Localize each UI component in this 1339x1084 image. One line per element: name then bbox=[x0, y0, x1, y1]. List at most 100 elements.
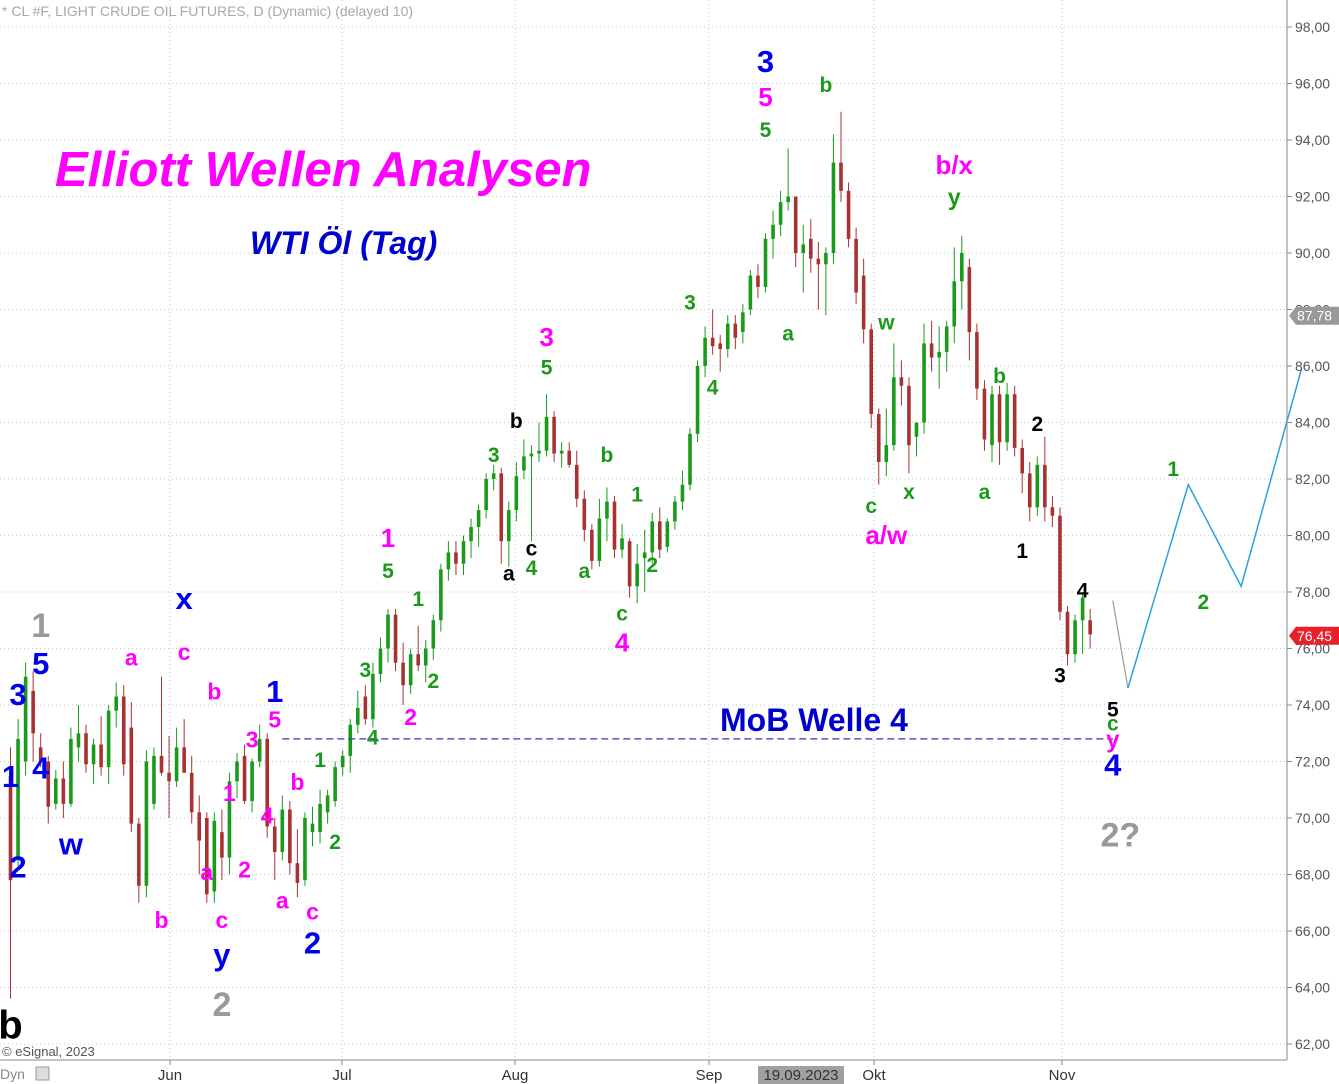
candle-body bbox=[793, 196, 798, 253]
candle-body bbox=[106, 710, 111, 768]
wave-label: 4 bbox=[1104, 748, 1122, 783]
candle-body bbox=[137, 823, 141, 886]
candle-down bbox=[499, 467, 504, 564]
x-month-label: Sep bbox=[696, 1067, 723, 1084]
candle-body bbox=[8, 775, 13, 881]
wave-label: 5 bbox=[758, 82, 772, 112]
candle-body bbox=[914, 422, 919, 437]
x-month-label: Okt bbox=[862, 1067, 886, 1084]
y-tick-label: 80,00 bbox=[1295, 528, 1330, 544]
candle-body bbox=[605, 501, 609, 519]
candle-body bbox=[250, 761, 254, 802]
y-tick-label: 72,00 bbox=[1295, 754, 1330, 770]
last-price-tag-text: 76,45 bbox=[1297, 628, 1332, 644]
last-price-tag-box bbox=[1289, 626, 1339, 645]
prev-price-tag-text: 87,78 bbox=[1297, 308, 1332, 324]
dyn-label: Dyn bbox=[0, 1066, 25, 1082]
wave-label: 3 bbox=[488, 444, 500, 467]
wave-label: 1 bbox=[266, 674, 283, 709]
candle-up bbox=[318, 789, 322, 844]
candle-body bbox=[416, 654, 420, 666]
wave-label: a bbox=[125, 644, 138, 670]
wave-label: a bbox=[979, 481, 991, 504]
wave-label: b bbox=[0, 1003, 23, 1047]
candle-body bbox=[741, 312, 745, 333]
candle-down bbox=[809, 219, 813, 273]
candle-body bbox=[884, 445, 889, 463]
candle-body bbox=[197, 812, 202, 841]
candle-up bbox=[597, 498, 602, 567]
candle-body bbox=[824, 253, 828, 265]
wave-label: 1 bbox=[631, 484, 643, 507]
candle-body bbox=[152, 755, 156, 804]
wave-label: b bbox=[207, 678, 221, 704]
candle-body bbox=[371, 673, 375, 720]
candle-body bbox=[439, 569, 443, 621]
wave-label: 1 bbox=[2, 759, 19, 794]
wave-label: 5 bbox=[1107, 698, 1119, 721]
candle-up bbox=[605, 487, 609, 542]
candle-up bbox=[703, 326, 707, 378]
wave-label: 5 bbox=[541, 356, 553, 379]
y-tick-label: 68,00 bbox=[1295, 867, 1330, 883]
wave-label: 4 bbox=[707, 376, 719, 399]
wave-label: b bbox=[601, 444, 614, 467]
candle-body bbox=[710, 337, 715, 347]
wave-label: y bbox=[213, 937, 231, 972]
y-tick-label: 98,00 bbox=[1295, 19, 1330, 35]
candle-up bbox=[325, 789, 330, 824]
candle-body bbox=[763, 238, 768, 287]
candle-body bbox=[1005, 394, 1009, 443]
candle-body bbox=[1027, 473, 1032, 508]
candle-body bbox=[378, 648, 383, 674]
candle-body bbox=[839, 162, 843, 191]
candle-body bbox=[846, 190, 851, 239]
candle-up bbox=[280, 795, 285, 861]
candle-up bbox=[69, 727, 73, 807]
wave-label: c bbox=[616, 602, 628, 625]
y-tick-label: 66,00 bbox=[1295, 923, 1330, 939]
wave-label: 1 bbox=[1016, 540, 1028, 563]
candle-up bbox=[688, 428, 692, 491]
wave-label: 3 bbox=[9, 677, 26, 712]
candle-body bbox=[907, 385, 911, 446]
candle-body bbox=[507, 510, 511, 542]
candle-body bbox=[514, 476, 519, 511]
candle-body bbox=[809, 238, 813, 259]
candle-body bbox=[552, 416, 556, 454]
candle-up bbox=[831, 134, 836, 265]
candle-body bbox=[491, 473, 496, 479]
candle-up bbox=[303, 812, 307, 886]
candle-down bbox=[295, 829, 300, 898]
candle-up bbox=[484, 473, 488, 519]
candle-body bbox=[567, 450, 571, 465]
candle-body bbox=[288, 809, 292, 864]
wave-label: a bbox=[578, 560, 590, 583]
wave-label: y bbox=[948, 184, 961, 210]
candle-body bbox=[574, 464, 579, 499]
candle-up bbox=[378, 637, 383, 683]
candle-body bbox=[499, 473, 504, 542]
candle-up bbox=[559, 442, 564, 468]
y-tick-label: 84,00 bbox=[1295, 415, 1330, 431]
candle-up bbox=[529, 445, 534, 542]
wave-label: 2 bbox=[238, 856, 251, 882]
wave-label: 2 bbox=[427, 670, 439, 693]
wave-label: a/w bbox=[865, 520, 908, 550]
candle-up bbox=[114, 682, 118, 728]
candle-down bbox=[997, 385, 1002, 465]
y-tick-label: 70,00 bbox=[1295, 810, 1330, 826]
candle-body bbox=[469, 527, 473, 542]
candle-body bbox=[1020, 447, 1024, 474]
chart-subtitle: WTI Öl (Tag) bbox=[250, 225, 438, 261]
candle-body bbox=[325, 795, 330, 813]
candle-body bbox=[695, 366, 700, 434]
wave-label: y bbox=[1106, 726, 1120, 753]
candle-down bbox=[197, 795, 202, 875]
y-tick-label: 92,00 bbox=[1295, 189, 1330, 205]
wave-label: 5 bbox=[760, 119, 772, 142]
candle-up bbox=[990, 385, 994, 463]
wave-label: 2 bbox=[9, 849, 26, 884]
wave-label: 5 bbox=[382, 560, 394, 583]
